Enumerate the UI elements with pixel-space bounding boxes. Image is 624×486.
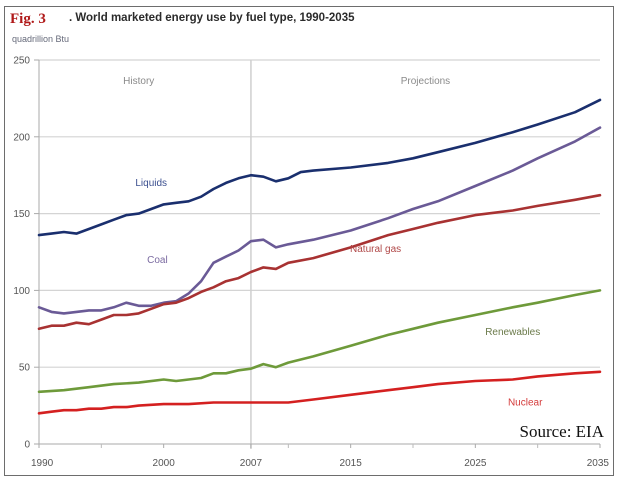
source-note: Source: EIA	[519, 422, 604, 441]
series-label-renewables: Renewables	[485, 327, 540, 338]
x-tick-label: 2000	[153, 458, 176, 469]
y-tick-label: 250	[13, 56, 30, 67]
series-line-coal	[37, 126, 602, 315]
figure-label: Fig. 3	[10, 11, 46, 27]
y-tick-label: 0	[24, 440, 30, 451]
x-tick-label: 2015	[340, 458, 363, 469]
x-tick-label: 1990	[31, 458, 54, 469]
y-tick-label: 200	[13, 132, 30, 143]
axes: 0 50 100 150 200 250 1990 2000 2007 2015 2025 2035	[13, 56, 609, 470]
region-labels: History Projections	[123, 76, 450, 87]
series-label-coal: Coal	[147, 255, 168, 266]
series-line-liquids	[37, 98, 602, 237]
x-tick-label: 2025	[464, 458, 487, 469]
y-axis-units-label: quadrillion Btu	[12, 34, 70, 44]
series-lines	[37, 98, 602, 415]
series-label-natural-gas: Natural gas	[350, 244, 401, 255]
series-label-nuclear: Nuclear	[508, 398, 543, 409]
y-tick-label: 150	[13, 209, 30, 220]
series-labels: Liquids Coal Natural gas Renewables Nuclear	[135, 178, 543, 409]
region-label-projections: Projections	[401, 76, 450, 87]
gridlines	[39, 59, 600, 449]
series-label-liquids: Liquids	[135, 178, 167, 189]
x-tick-label: 2035	[587, 458, 610, 469]
series-line-nuclear	[37, 370, 602, 415]
chart-title: . World marketed energy use by fuel type…	[69, 12, 355, 24]
series-line-renewables	[37, 289, 602, 394]
y-tick-label: 100	[13, 286, 30, 297]
y-tick-label: 50	[19, 363, 31, 374]
x-tick-label: 2007	[240, 458, 263, 469]
region-label-history: History	[123, 76, 154, 87]
series-line-natural-gas	[37, 193, 602, 331]
